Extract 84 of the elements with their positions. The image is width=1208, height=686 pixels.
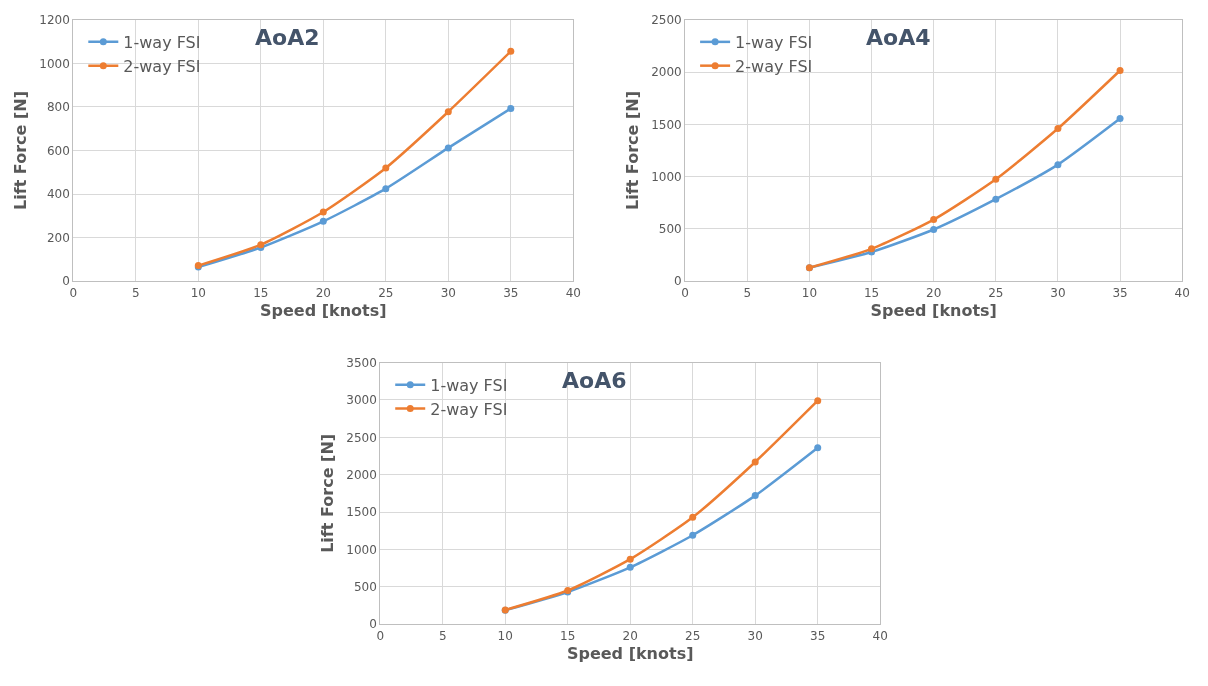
x-tick-label: 25	[685, 628, 701, 643]
point	[814, 444, 822, 452]
y-tick-label: 600	[47, 143, 70, 158]
legend-label: 2-way FSI	[430, 399, 508, 419]
y-tick-label: 0	[62, 274, 70, 289]
y-tick-label: 1000	[346, 542, 377, 557]
legend-label: 2-way FSI	[735, 56, 813, 76]
point	[1116, 66, 1124, 74]
y-tick-label: 0	[369, 617, 377, 632]
point	[626, 555, 634, 563]
point	[751, 492, 759, 500]
y-tick-label: 800	[47, 100, 70, 115]
y-tick-label: 500	[353, 579, 377, 594]
y-tick-label: 2500	[346, 430, 377, 445]
point	[444, 108, 452, 116]
legend-label: 1-way FSI	[430, 375, 508, 395]
y-tick-label: 1000	[651, 169, 682, 184]
x-tick-label: 20	[622, 628, 638, 643]
y-tick-label: 3000	[346, 393, 377, 408]
point	[319, 208, 327, 216]
point	[1054, 125, 1062, 133]
y-tick-label: 500	[658, 222, 682, 237]
point	[382, 185, 390, 193]
y-tick-label: 1000	[39, 56, 70, 71]
x-tick-label: 20	[926, 285, 942, 300]
x-tick-label: 35	[1112, 285, 1128, 300]
point	[1054, 161, 1062, 169]
x-tick-label: 15	[560, 628, 576, 643]
point	[992, 175, 1000, 183]
y-tick-label: 400	[47, 187, 70, 202]
point	[507, 104, 515, 112]
point	[689, 531, 697, 539]
x-tick-label: 30	[1050, 285, 1066, 300]
x-tick-label: 40	[872, 628, 888, 643]
chart-title: AoA4	[866, 25, 931, 50]
y-axis-title: Lift Force [N]	[623, 91, 643, 210]
legend-label: 2-way FSI	[123, 56, 201, 76]
x-tick-label: 35	[503, 285, 519, 300]
x-tick-label: 35	[810, 628, 826, 643]
x-tick-label: 25	[378, 285, 394, 300]
y-tick-label: 2500	[651, 12, 682, 27]
legend-label: 1-way FSI	[735, 33, 813, 53]
y-tick-label: 1500	[346, 505, 377, 520]
x-tick-label: 10	[801, 285, 818, 300]
chart-title: AoA6	[562, 368, 627, 393]
x-tick-label: 5	[131, 285, 140, 300]
x-tick-label: 10	[497, 628, 513, 643]
point	[1116, 115, 1124, 123]
x-tick-label: 30	[440, 285, 456, 300]
x-axis-title: Speed [knots]	[260, 301, 387, 321]
chart-title: AoA2	[255, 25, 320, 50]
x-tick-label: 25	[988, 285, 1004, 300]
x-axis-title: Speed [knots]	[566, 644, 694, 664]
point	[751, 458, 759, 466]
x-tick-label: 30	[747, 628, 763, 643]
x-tick-label: 10	[190, 285, 206, 300]
point	[930, 216, 938, 224]
y-axis-title: Lift Force [N]	[11, 91, 31, 210]
x-tick-label: 40	[565, 285, 581, 300]
y-tick-label: 200	[47, 230, 70, 245]
y-tick-label: 2000	[346, 467, 377, 482]
point	[626, 563, 634, 571]
point	[992, 195, 1000, 203]
point	[319, 217, 327, 225]
x-tick-label: 5	[438, 628, 447, 643]
y-axis-title: Lift Force [N]	[318, 433, 338, 553]
point	[507, 47, 515, 55]
y-tick-label: 1500	[651, 117, 682, 132]
y-tick-label: 1200	[39, 12, 70, 27]
legend-label: 1-way FSI	[123, 33, 201, 53]
point	[930, 225, 938, 233]
x-tick-label: 15	[253, 285, 269, 300]
x-tick-label: 5	[743, 285, 752, 300]
y-tick-label: 2000	[651, 65, 682, 80]
x-tick-label: 40	[1174, 285, 1190, 300]
y-tick-label: 3500	[346, 355, 377, 370]
x-axis-title: Speed [knots]	[870, 301, 997, 321]
x-tick-label: 20	[315, 285, 331, 300]
point	[689, 513, 697, 521]
y-tick-label: 0	[674, 274, 682, 289]
x-tick-label: 15	[863, 285, 880, 300]
point	[382, 164, 390, 172]
point	[444, 144, 452, 152]
point	[814, 397, 822, 405]
